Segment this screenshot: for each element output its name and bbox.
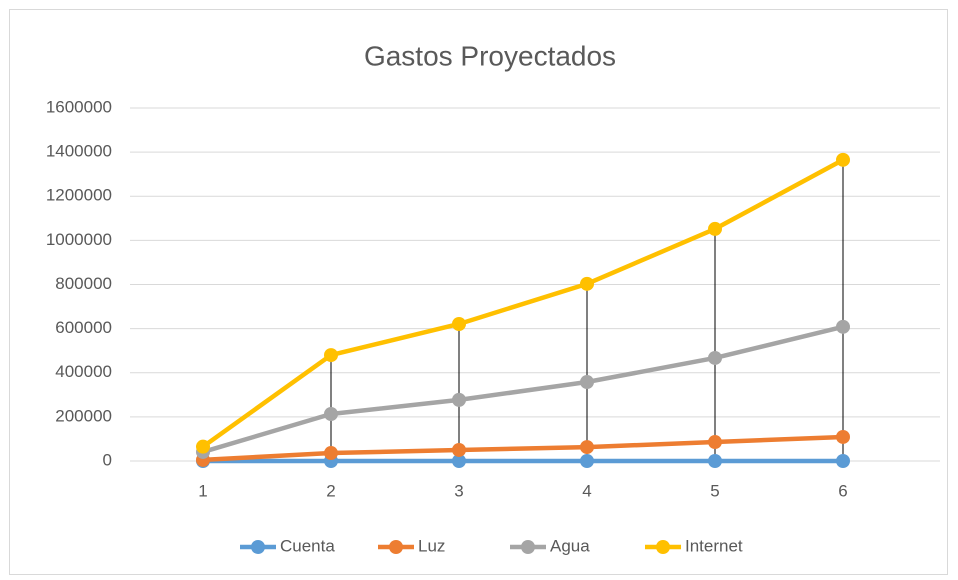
legend-marker: [251, 540, 265, 554]
point: [452, 316, 466, 331]
point: [452, 442, 466, 457]
point: [836, 429, 850, 444]
y-tick-label: 0: [103, 450, 112, 469]
point: [580, 375, 594, 390]
point: [452, 392, 466, 407]
series-line: [202, 324, 844, 455]
chart-border: [9, 9, 948, 575]
legend-marker: [389, 540, 403, 554]
point: [580, 440, 594, 455]
legend-marker: [656, 540, 670, 554]
point: [708, 454, 722, 468]
legend-marker: [521, 540, 535, 554]
x-tick-label: 3: [454, 481, 463, 500]
y-tick-label: 1400000: [46, 142, 112, 161]
point: [324, 407, 338, 422]
series-line: [201, 157, 845, 449]
point: [580, 276, 594, 291]
x-tick-label: 4: [582, 481, 591, 500]
y-tick-label: 400000: [55, 362, 112, 381]
point: [708, 435, 722, 450]
point: [836, 319, 850, 334]
series-line: [202, 434, 844, 463]
legend-label: Cuenta: [280, 536, 335, 555]
chart-title: Gastos Proyectados: [364, 40, 616, 71]
y-tick-label: 1200000: [46, 186, 112, 205]
y-tick-label: 800000: [55, 274, 112, 293]
legend-label: Agua: [550, 536, 590, 555]
y-tick-label: 600000: [55, 318, 112, 337]
y-tick-label: 1600000: [46, 97, 112, 116]
x-tick-label: 5: [710, 481, 719, 500]
legend-label: Luz: [418, 536, 445, 555]
point: [836, 152, 850, 167]
point: [836, 454, 850, 468]
point: [708, 350, 722, 365]
point: [708, 221, 722, 236]
x-tick-label: 1: [198, 481, 207, 500]
point: [452, 454, 466, 468]
y-tick-label: 1000000: [46, 230, 112, 249]
x-tick-label: 6: [838, 481, 847, 500]
y-tick-label: 200000: [55, 406, 112, 425]
point: [580, 454, 594, 468]
legend-label: Internet: [685, 536, 743, 555]
point: [324, 348, 338, 363]
point: [196, 439, 210, 454]
point: [324, 446, 338, 461]
x-tick-label: 2: [326, 481, 335, 500]
